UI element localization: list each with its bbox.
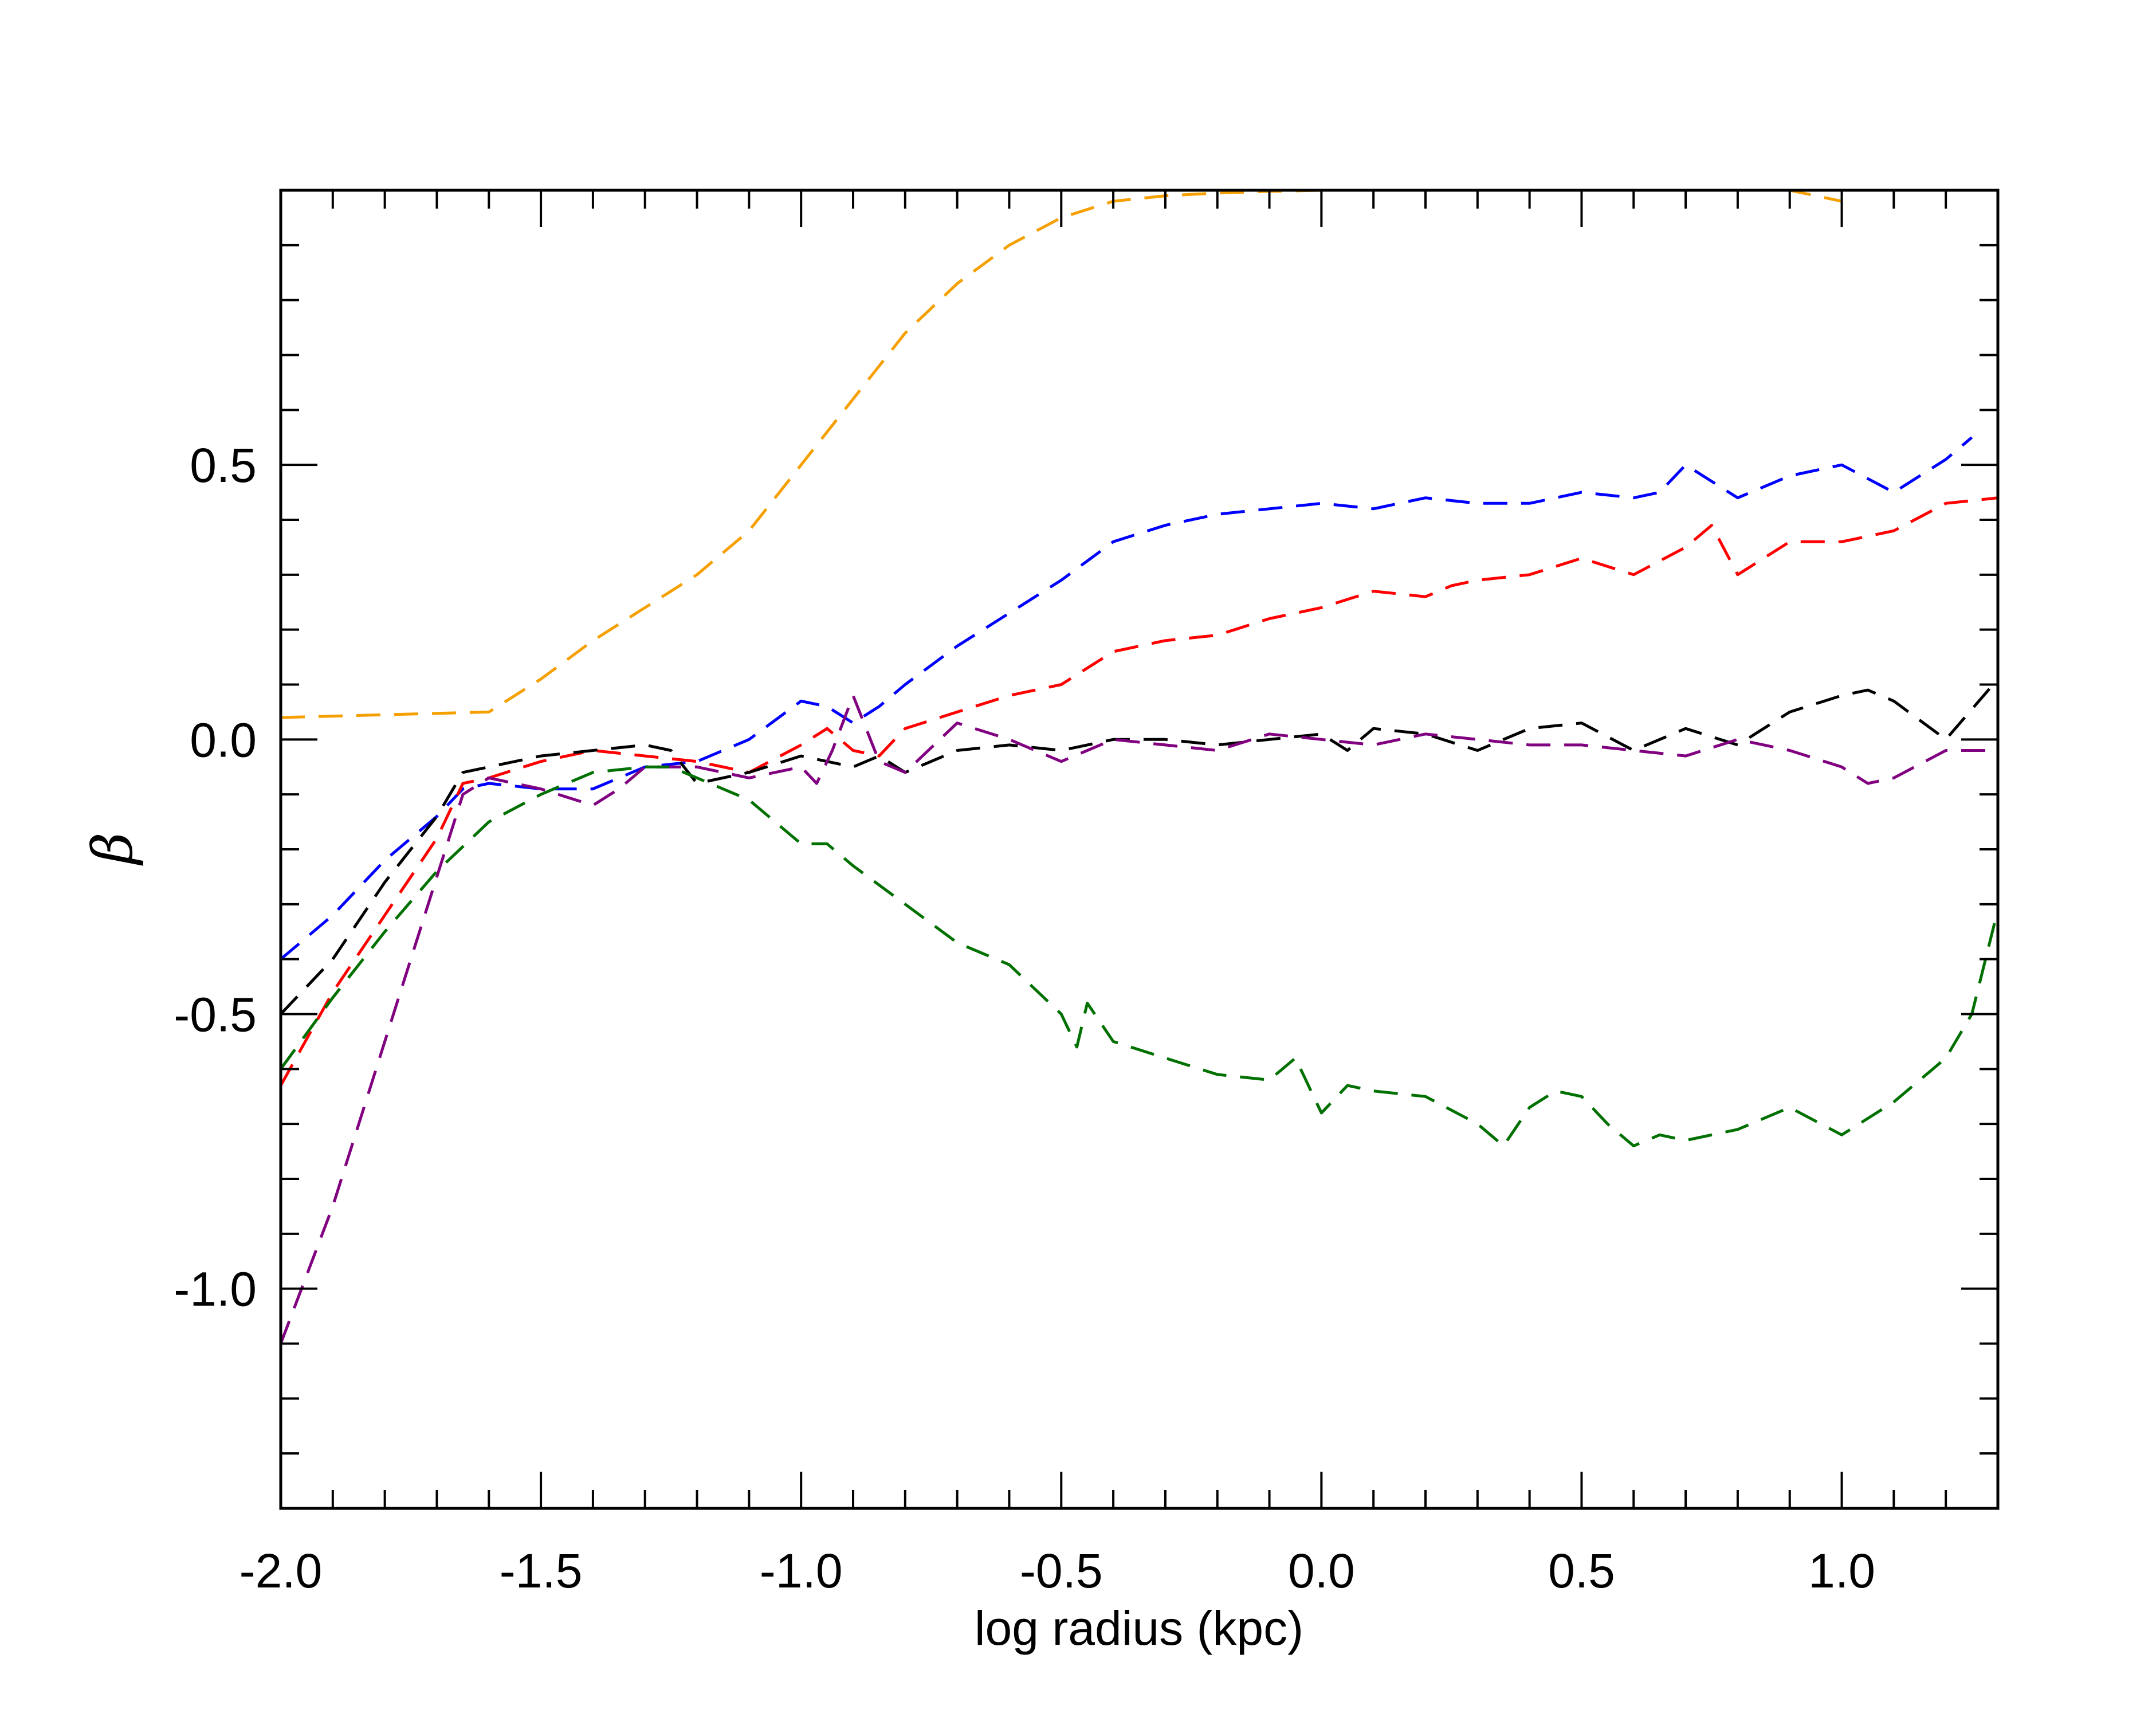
y-tick-label: 0.5	[190, 438, 257, 492]
y-tick-label: -0.5	[174, 988, 257, 1042]
y-tick-label: 0.0	[190, 713, 257, 767]
series-line-2	[280, 436, 1973, 960]
series-line-5	[279, 694, 1998, 1344]
y-axis-title: β	[81, 832, 145, 866]
x-tick-label: 0.5	[1548, 1544, 1615, 1598]
series-line-6	[279, 765, 2000, 1147]
y-tick-label: -1.0	[174, 1263, 257, 1316]
plot-frame	[279, 189, 2000, 1510]
series-line-4	[280, 678, 1999, 1016]
x-tick-label: 0.0	[1288, 1544, 1355, 1598]
x-tick-label: -1.0	[760, 1544, 843, 1598]
x-tick-label: 1.0	[1808, 1544, 1875, 1598]
x-tick-label: -2.0	[239, 1544, 323, 1598]
series-line-3	[279, 496, 1998, 1087]
tick-labels-layer: -2.0 -1.5 -1.0 -0.5 0.0 0.5 1.0 -1.0 -0.5 0.0 0.5	[174, 438, 1875, 1598]
x-tick-label: -1.5	[500, 1544, 583, 1598]
x-tick-label: -0.5	[1020, 1544, 1103, 1598]
x-axis-title: log radius (kpc)	[975, 1601, 1303, 1655]
